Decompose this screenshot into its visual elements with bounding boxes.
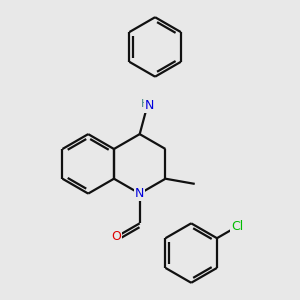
Text: N: N (145, 99, 154, 112)
Text: Cl: Cl (231, 220, 244, 233)
Text: H: H (140, 99, 149, 109)
Text: N: N (135, 187, 144, 200)
Text: O: O (112, 230, 122, 243)
